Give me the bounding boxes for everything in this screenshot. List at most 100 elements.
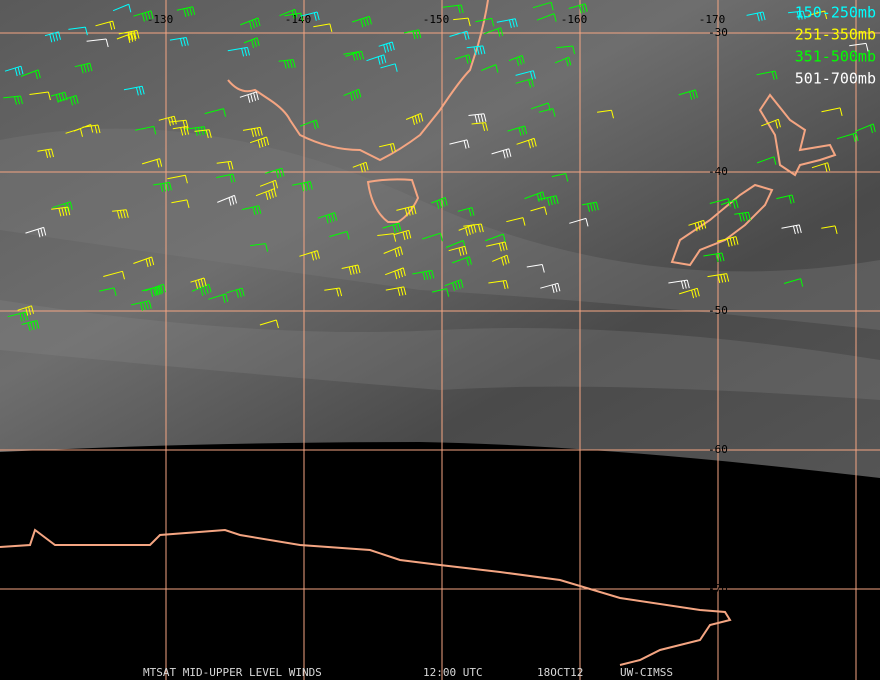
wind-barb — [756, 70, 778, 80]
wind-barb — [486, 241, 508, 252]
wind-barb — [380, 63, 398, 72]
legend-entry: 501-700mb — [795, 70, 876, 88]
wind-barb — [781, 224, 802, 235]
wind-barb — [50, 91, 68, 103]
footer-source: UW-CIMSS — [620, 666, 673, 679]
wind-barb — [65, 128, 83, 137]
wind-barb — [240, 17, 261, 30]
legend-entry: 351-500mb — [795, 48, 876, 66]
wind-barb — [99, 287, 117, 297]
wind-barb — [569, 217, 589, 227]
wind-barb — [171, 199, 190, 209]
wind-barb — [191, 283, 212, 296]
wind-barb — [378, 41, 395, 53]
longitude-label: -150 — [423, 13, 450, 26]
wind-barb — [475, 17, 495, 27]
wind-barb — [551, 173, 569, 182]
longitude-label: -170 — [699, 13, 726, 26]
wind-barb — [468, 113, 487, 123]
wind-barb — [404, 29, 422, 40]
wind-barb — [488, 280, 509, 290]
wind-barb — [455, 54, 472, 64]
wind-barb — [556, 45, 576, 55]
longitude-label: -130 — [147, 13, 174, 26]
wind-barb — [451, 256, 472, 266]
wind-barb — [299, 250, 320, 261]
wind-barb — [746, 11, 766, 22]
legend: 150-250mb 251-350mb 351-500mb 501-700mb — [795, 4, 876, 88]
wind-barb — [516, 137, 537, 149]
wind-barb — [783, 278, 804, 287]
wind-barb — [811, 162, 831, 172]
wind-barb — [208, 293, 229, 303]
wind-barb — [217, 194, 237, 206]
wind-barb — [457, 207, 475, 217]
wind-barb — [250, 243, 269, 252]
nz-south-island — [670, 183, 774, 267]
wind-barb — [703, 252, 725, 263]
wind-barb — [112, 209, 129, 219]
wind-barb — [7, 311, 29, 322]
wind-barb — [707, 273, 730, 284]
wind-barb — [481, 64, 499, 73]
wind-barb — [95, 20, 116, 30]
cloud-band — [0, 300, 880, 400]
wind-barb — [471, 122, 488, 132]
wind-barb — [292, 181, 313, 192]
wind-barb — [17, 305, 34, 316]
wind-barb — [506, 217, 526, 226]
wind-barb — [255, 188, 277, 201]
wind-barb — [382, 222, 402, 234]
wind-barb — [383, 246, 403, 258]
wind-barb — [483, 27, 504, 37]
wind-barb — [74, 62, 93, 74]
wind-barb — [133, 10, 154, 22]
wind-barb — [82, 124, 101, 134]
wind-barb — [720, 199, 739, 209]
wind-barb — [491, 148, 512, 159]
wind-barb — [317, 212, 338, 224]
wind-barb — [442, 4, 464, 14]
wind-barb — [581, 201, 599, 212]
wind-barb — [259, 179, 278, 190]
wind-barb — [449, 139, 470, 149]
wind-barb — [144, 283, 166, 296]
wind-barb — [190, 277, 207, 289]
wind-barb — [507, 125, 528, 136]
wind-barb — [249, 136, 270, 149]
wind-barb — [352, 161, 369, 173]
wind-barb — [515, 70, 536, 80]
wind-barb — [153, 181, 172, 192]
wind-barb — [279, 8, 298, 19]
wind-barb — [68, 26, 88, 36]
wind-barb — [849, 42, 869, 52]
wind-barb — [52, 201, 73, 212]
wind-barb — [37, 148, 54, 159]
wind-barb — [405, 112, 424, 126]
wind-barb — [788, 10, 806, 20]
wind-barb — [530, 102, 551, 112]
wind-barb — [515, 78, 534, 88]
wind-barb — [466, 45, 486, 56]
antarctica-coast — [0, 528, 732, 666]
latitude-label: -60 — [708, 443, 728, 456]
wind-barb — [412, 269, 435, 281]
wind-barb — [141, 158, 163, 168]
wind-barb — [385, 286, 407, 297]
wind-barb — [343, 51, 362, 61]
wind-barb — [21, 320, 40, 331]
wind-barb — [329, 231, 350, 240]
wind-barb — [431, 288, 450, 297]
wind-barb — [44, 31, 61, 43]
wind-barb — [756, 156, 777, 165]
wind-barb — [484, 233, 506, 243]
wind-barb — [158, 115, 177, 126]
wind-barb — [761, 118, 781, 129]
wind-barb — [453, 17, 471, 27]
wind-barb — [216, 160, 234, 170]
wind-barb — [396, 205, 417, 217]
wind-barb — [537, 195, 559, 206]
longitude-label: -140 — [285, 13, 312, 26]
wind-barb — [540, 282, 561, 294]
